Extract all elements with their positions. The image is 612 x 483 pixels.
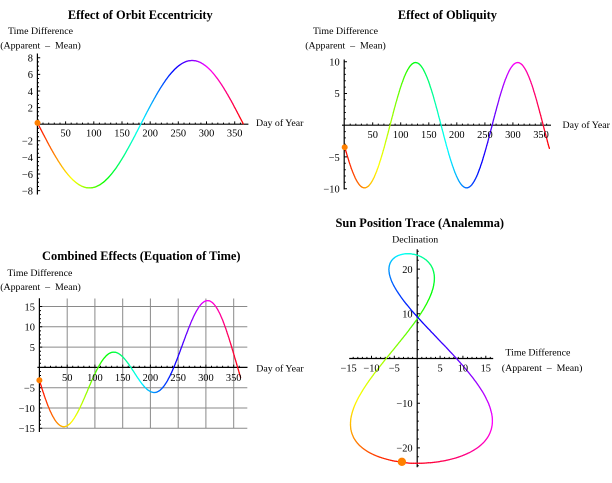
svg-text:150: 150 <box>421 130 437 141</box>
svg-text:Combined Effects (Equation of: Combined Effects (Equation of Time) <box>42 249 241 263</box>
svg-text:300: 300 <box>505 130 521 141</box>
svg-text:−10: −10 <box>19 404 35 415</box>
svg-text:Effect of Orbit Eccentricity: Effect of Orbit Eccentricity <box>68 8 214 22</box>
svg-text:5: 5 <box>334 89 339 100</box>
svg-text:200: 200 <box>449 130 465 141</box>
svg-text:(Apparent – Mean): (Apparent – Mean) <box>305 40 386 51</box>
svg-text:−10: −10 <box>323 185 339 196</box>
svg-text:350: 350 <box>533 130 549 141</box>
svg-text:50: 50 <box>60 129 70 140</box>
svg-text:100: 100 <box>87 373 103 384</box>
svg-text:Effect of Obliquity: Effect of Obliquity <box>398 8 498 22</box>
svg-text:Declination: Declination <box>392 235 438 246</box>
svg-text:100: 100 <box>393 130 409 141</box>
svg-text:5: 5 <box>30 343 35 354</box>
svg-text:20: 20 <box>402 265 412 276</box>
svg-text:−5: −5 <box>329 153 340 164</box>
svg-text:5: 5 <box>437 364 442 375</box>
svg-text:−15: −15 <box>340 364 356 375</box>
svg-text:10: 10 <box>402 310 412 321</box>
svg-text:8: 8 <box>28 54 33 65</box>
svg-text:150: 150 <box>114 129 130 140</box>
svg-text:−5: −5 <box>24 384 35 395</box>
svg-text:200: 200 <box>142 129 158 140</box>
svg-text:Time Difference: Time Difference <box>7 268 73 279</box>
svg-text:2: 2 <box>28 103 33 114</box>
svg-text:4: 4 <box>28 87 34 98</box>
svg-text:(Apparent – Mean): (Apparent – Mean) <box>502 363 583 374</box>
svg-text:−5: −5 <box>389 364 400 375</box>
svg-text:−10: −10 <box>396 399 412 410</box>
svg-text:−10: −10 <box>363 364 379 375</box>
svg-text:10: 10 <box>329 58 339 69</box>
svg-text:−20: −20 <box>396 444 412 455</box>
svg-text:10: 10 <box>458 364 468 375</box>
svg-text:150: 150 <box>115 373 131 384</box>
svg-text:50: 50 <box>62 373 72 384</box>
svg-text:50: 50 <box>368 130 378 141</box>
svg-text:350: 350 <box>226 373 242 384</box>
svg-text:15: 15 <box>481 364 491 375</box>
svg-text:−2: −2 <box>22 137 33 148</box>
svg-text:−15: −15 <box>19 424 35 435</box>
svg-text:Day of Year: Day of Year <box>563 120 611 131</box>
svg-text:250: 250 <box>477 130 493 141</box>
svg-text:15: 15 <box>25 302 35 313</box>
svg-text:200: 200 <box>143 373 159 384</box>
svg-text:6: 6 <box>28 70 33 81</box>
svg-text:Time Difference: Time Difference <box>505 348 571 359</box>
svg-text:250: 250 <box>171 129 187 140</box>
svg-text:Time Difference: Time Difference <box>8 26 74 37</box>
svg-text:300: 300 <box>199 129 215 140</box>
svg-text:(Apparent – Mean): (Apparent – Mean) <box>0 282 81 293</box>
svg-text:Day of Year: Day of Year <box>256 363 304 374</box>
svg-text:−6: −6 <box>22 170 33 181</box>
svg-text:Sun Position Trace (Analemma): Sun Position Trace (Analemma) <box>336 216 505 230</box>
svg-text:10: 10 <box>25 323 35 334</box>
svg-text:−4: −4 <box>22 153 34 164</box>
svg-text:Time Difference: Time Difference <box>313 26 379 37</box>
svg-text:−8: −8 <box>22 186 33 197</box>
svg-text:300: 300 <box>198 373 214 384</box>
svg-text:100: 100 <box>86 129 102 140</box>
svg-text:250: 250 <box>170 373 186 384</box>
svg-text:(Apparent – Mean): (Apparent – Mean) <box>0 40 81 51</box>
svg-text:350: 350 <box>227 129 243 140</box>
svg-text:Day of Year: Day of Year <box>256 118 304 129</box>
